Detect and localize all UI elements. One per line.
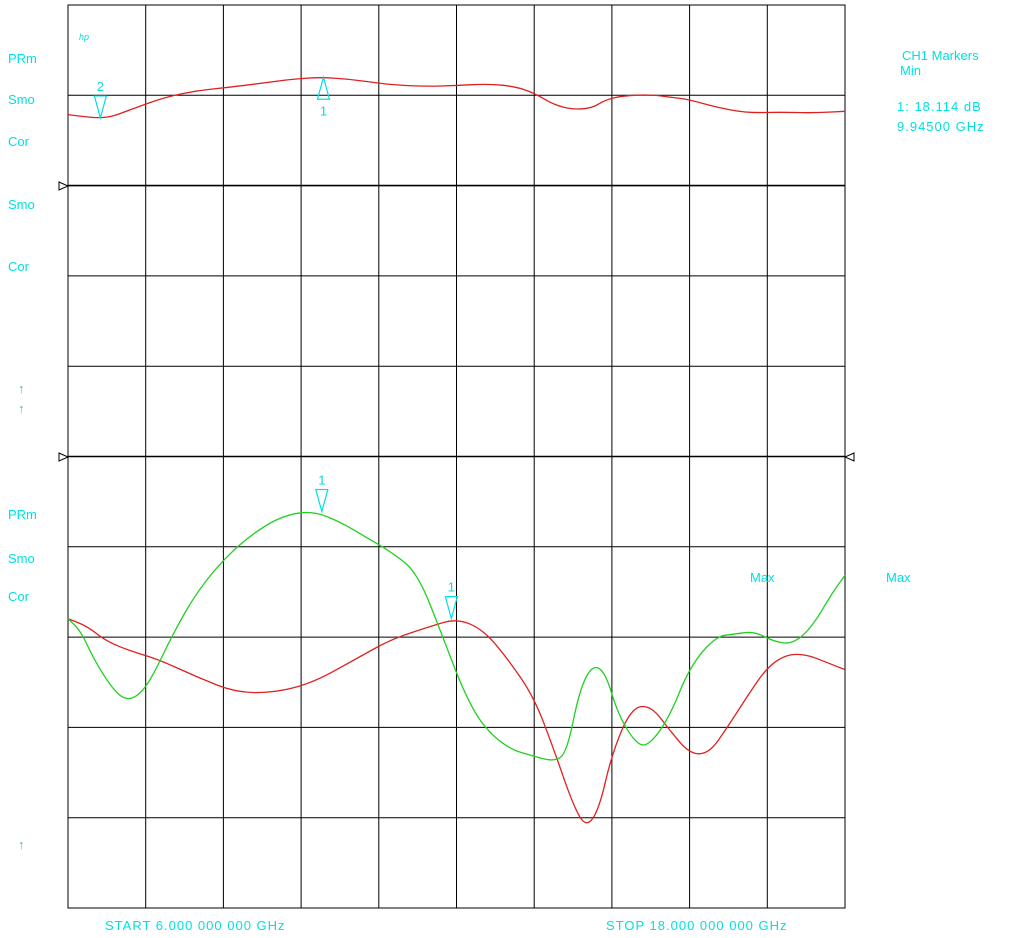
ref-triangle-lower-left — [58, 452, 70, 462]
arrow-up-2: ↑ — [18, 401, 25, 416]
marker-lower-1-1: 1 — [444, 580, 459, 621]
trace-lower-green — [67, 511, 846, 761]
label-cor-upper-2: Cor — [8, 259, 30, 274]
marker-triangle — [93, 95, 108, 121]
arrow-up-3: ↑ — [18, 837, 25, 852]
marker-triangle — [315, 488, 329, 514]
hp-logo: hp — [79, 32, 89, 42]
max-label-inner: Max — [750, 570, 775, 585]
label-smo-upper: Smo — [8, 92, 35, 107]
start-frequency: START 6.000 000 000 GHz — [105, 918, 286, 933]
label-smo-upper-2: Smo — [8, 197, 35, 212]
label-cor-upper: Cor — [8, 134, 30, 149]
stop-frequency: STOP 18.000 000 000 GHz — [606, 918, 788, 933]
ref-triangle-lower-right — [843, 452, 855, 462]
marker-lower-1-0: 1 — [315, 473, 329, 514]
marker-number: 1 — [318, 473, 325, 488]
marker-triangle — [444, 596, 459, 621]
arrow-up-1: ↑ — [18, 381, 25, 396]
max-label-outer: Max — [886, 570, 911, 585]
marker-upper-2-1: 2 — [93, 79, 108, 121]
marker-number: 2 — [97, 79, 104, 94]
label-smo-lower: Smo — [8, 551, 35, 566]
marker-triangle — [316, 74, 331, 100]
markers-title: CH1 Markers — [902, 48, 979, 63]
grid — [67, 4, 846, 909]
marker-number: 1 — [320, 103, 327, 118]
traces — [67, 77, 846, 824]
label-prm-lower: PRm — [8, 507, 37, 522]
marker-readout-db: 1: 18.114 dB — [897, 99, 982, 114]
label-cor-lower: Cor — [8, 589, 30, 604]
trace-lower-red — [67, 617, 846, 824]
label-prm-upper: PRm — [8, 51, 37, 66]
marker-upper-1-0: 1 — [316, 74, 331, 118]
markers: 1 2 1 1 — [93, 74, 459, 621]
ref-triangle-upper-left — [58, 181, 70, 191]
marker-number: 1 — [448, 580, 455, 595]
trace-upper-red — [67, 77, 846, 119]
marker-readout-freq: 9.94500 GHz — [897, 119, 985, 134]
marker-mode: Min — [900, 63, 921, 78]
